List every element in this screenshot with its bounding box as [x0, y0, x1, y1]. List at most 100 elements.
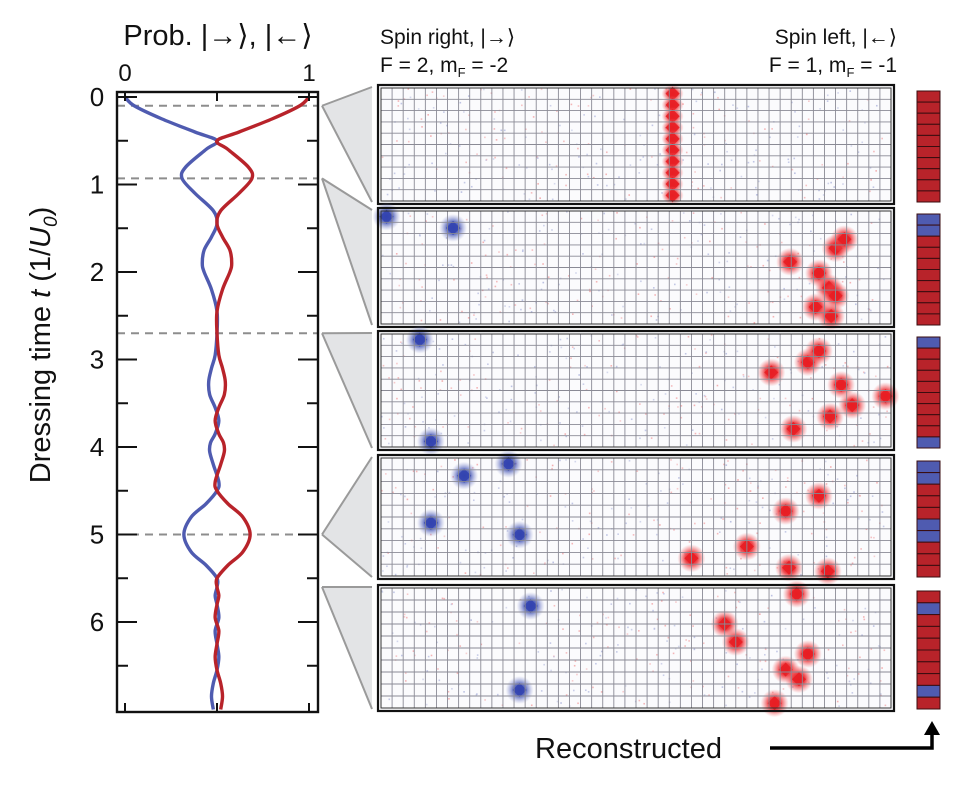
- noise-speck: [382, 555, 385, 557]
- noise-speck: [625, 198, 627, 200]
- noise-speck: [484, 136, 486, 139]
- noise-speck: [595, 280, 598, 283]
- noise-speck: [422, 678, 424, 681]
- noise-speck: [552, 561, 555, 564]
- noise-speck: [703, 394, 706, 397]
- noise-speck: [434, 190, 436, 192]
- noise-speck: [863, 372, 866, 374]
- spin-right-subtitle: F = 2, mF = -2: [380, 54, 508, 80]
- noise-speck: [829, 466, 832, 468]
- noise-speck: [397, 105, 400, 107]
- reconstructed-column: [916, 460, 941, 578]
- reconstructed-footer: Reconstructed: [535, 721, 940, 765]
- noise-speck: [852, 350, 855, 353]
- noise-speck: [492, 158, 495, 160]
- noise-speck: [742, 375, 745, 378]
- noise-speck: [540, 88, 543, 91]
- noise-speck: [683, 236, 686, 239]
- noise-speck: [467, 95, 470, 97]
- atom-core: [423, 515, 438, 530]
- noise-speck: [608, 410, 610, 413]
- noise-speck: [640, 243, 642, 245]
- noise-speck: [750, 266, 752, 268]
- reconstructed-site-spin-left: [916, 553, 941, 566]
- series-group: [123, 95, 311, 710]
- noise-speck: [475, 178, 477, 180]
- noise-speck: [598, 289, 600, 292]
- noise-speck: [622, 690, 624, 693]
- noise-speck: [764, 416, 767, 419]
- noise-speck: [551, 168, 553, 171]
- noise-speck: [605, 151, 608, 154]
- atom-core: [800, 646, 815, 662]
- noise-speck: [406, 564, 409, 567]
- noise-speck: [541, 131, 543, 133]
- noise-speck: [578, 156, 580, 158]
- noise-speck: [872, 406, 875, 408]
- noise-speck: [571, 502, 574, 505]
- noise-speck: [748, 521, 751, 524]
- reconstructed-site-spin-right: [916, 224, 941, 237]
- noise-speck: [727, 418, 730, 421]
- noise-speck: [587, 691, 590, 693]
- noise-speck: [719, 291, 722, 293]
- noise-speck: [676, 463, 678, 466]
- noise-speck: [637, 293, 640, 295]
- noise-speck: [541, 214, 544, 217]
- noise-speck: [822, 194, 825, 196]
- noise-speck: [812, 214, 814, 217]
- noise-speck: [583, 114, 585, 116]
- noise-speck: [645, 483, 648, 485]
- noise-speck: [727, 460, 729, 462]
- noise-speck: [551, 229, 553, 231]
- noise-speck: [643, 242, 646, 245]
- noise-speck: [468, 114, 470, 117]
- noise-speck: [745, 241, 747, 243]
- noise-speck: [704, 395, 707, 398]
- noise-speck: [492, 225, 494, 227]
- noise-speck: [876, 481, 878, 484]
- reconstructed-site-spin-left: [916, 564, 941, 578]
- noise-speck: [837, 343, 840, 345]
- noise-speck: [440, 465, 443, 468]
- noise-speck: [474, 571, 477, 574]
- noise-speck: [467, 317, 470, 319]
- noise-speck: [685, 639, 687, 641]
- noise-speck: [666, 502, 669, 504]
- noise-speck: [740, 175, 743, 178]
- noise-speck: [578, 374, 580, 376]
- noise-speck: [819, 237, 822, 240]
- noise-speck: [654, 336, 657, 339]
- noise-speck: [447, 264, 450, 266]
- noise-speck: [506, 253, 509, 256]
- noise-speck: [764, 128, 766, 130]
- noise-speck: [802, 618, 805, 621]
- noise-speck: [540, 439, 542, 442]
- noise-speck: [622, 343, 625, 346]
- noise-speck: [447, 690, 450, 693]
- noise-speck: [767, 607, 770, 609]
- noise-speck: [474, 338, 477, 340]
- reconstructed-site-spin-left: [916, 157, 941, 170]
- noise-speck: [655, 533, 658, 536]
- noise-speck: [550, 669, 552, 672]
- lattice-grid: [381, 211, 891, 324]
- noise-speck: [693, 404, 696, 407]
- reconstructed-site-spin-left: [916, 90, 941, 103]
- noise-speck: [530, 192, 533, 194]
- noise-speck: [418, 278, 421, 281]
- noise-speck: [465, 128, 467, 131]
- noise-speck: [427, 114, 430, 116]
- y-axis-title-variable: t: [25, 288, 57, 298]
- noise-speck: [771, 214, 774, 217]
- noise-speck: [544, 562, 546, 564]
- noise-speck: [526, 459, 528, 461]
- noise-speck: [438, 348, 441, 350]
- noise-speck: [490, 92, 493, 94]
- noise-speck: [598, 414, 600, 417]
- noise-speck: [567, 275, 570, 277]
- noise-speck: [858, 278, 861, 281]
- noise-speck: [505, 526, 507, 528]
- noise-speck: [488, 227, 491, 230]
- noise-speck: [759, 397, 762, 400]
